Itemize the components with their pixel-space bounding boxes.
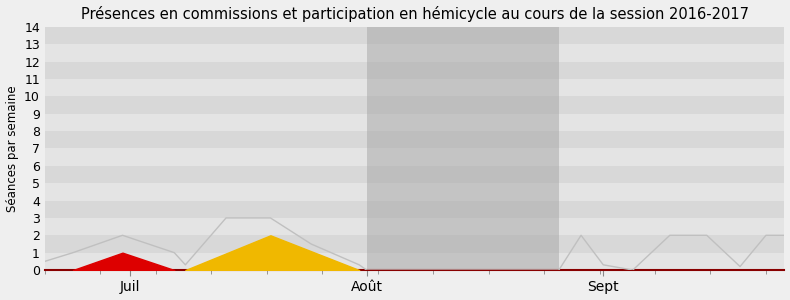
Y-axis label: Séances par semaine: Séances par semaine [6, 85, 18, 212]
Bar [45, 79, 784, 96]
Bar [45, 183, 784, 201]
Bar [45, 253, 784, 270]
Bar [45, 114, 784, 131]
Bar [45, 201, 784, 218]
Bar [45, 218, 784, 235]
Title: Présences en commissions et participation en hémicycle au cours de la session 20: Présences en commissions et participatio… [81, 6, 749, 22]
Bar [367, 27, 559, 270]
Bar [45, 166, 784, 183]
Bar [45, 148, 784, 166]
Bar [45, 44, 784, 62]
Bar [45, 96, 784, 114]
Bar [45, 61, 784, 79]
Bar [45, 27, 784, 44]
Bar [45, 235, 784, 253]
Bar [45, 131, 784, 148]
